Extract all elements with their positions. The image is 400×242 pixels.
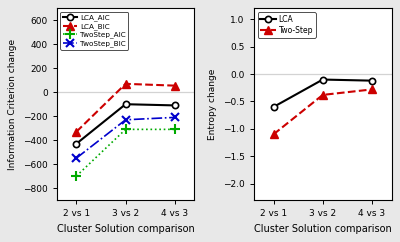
Two-Step xyxy=(320,93,325,96)
Two-Step xyxy=(370,88,374,91)
Line: LCA_BIC: LCA_BIC xyxy=(72,80,179,136)
Line: LCA_AIC: LCA_AIC xyxy=(73,101,178,147)
LCA xyxy=(320,78,325,81)
Line: TwoStep_AIC: TwoStep_AIC xyxy=(72,125,179,181)
TwoStep_AIC xyxy=(123,128,128,131)
X-axis label: Cluster Solution comparison: Cluster Solution comparison xyxy=(57,224,194,234)
LCA_BIC xyxy=(74,130,79,133)
TwoStep_BIC xyxy=(172,116,177,119)
Legend: LCA, Two-Step: LCA, Two-Step xyxy=(258,12,316,38)
Legend: LCA_AIC, LCA_BIC, TwoStep_AIC, TwoStep_BIC: LCA_AIC, LCA_BIC, TwoStep_AIC, TwoStep_B… xyxy=(60,12,128,50)
TwoStep_AIC xyxy=(74,175,79,178)
LCA xyxy=(271,106,276,108)
LCA xyxy=(370,79,374,82)
LCA_AIC xyxy=(74,142,79,145)
Y-axis label: Information Criterion change: Information Criterion change xyxy=(8,39,17,170)
Line: Two-Step: Two-Step xyxy=(270,86,376,138)
LCA_BIC xyxy=(123,82,128,85)
LCA_AIC xyxy=(172,104,177,107)
Two-Step xyxy=(271,133,276,136)
Line: TwoStep_BIC: TwoStep_BIC xyxy=(72,113,179,162)
LCA_AIC xyxy=(123,103,128,106)
LCA_BIC xyxy=(172,84,177,87)
TwoStep_BIC xyxy=(123,118,128,121)
TwoStep_BIC xyxy=(74,157,79,159)
Line: LCA: LCA xyxy=(270,76,375,110)
TwoStep_AIC xyxy=(172,128,177,131)
X-axis label: Cluster Solution comparison: Cluster Solution comparison xyxy=(254,224,392,234)
Y-axis label: Entropy change: Entropy change xyxy=(208,68,217,140)
